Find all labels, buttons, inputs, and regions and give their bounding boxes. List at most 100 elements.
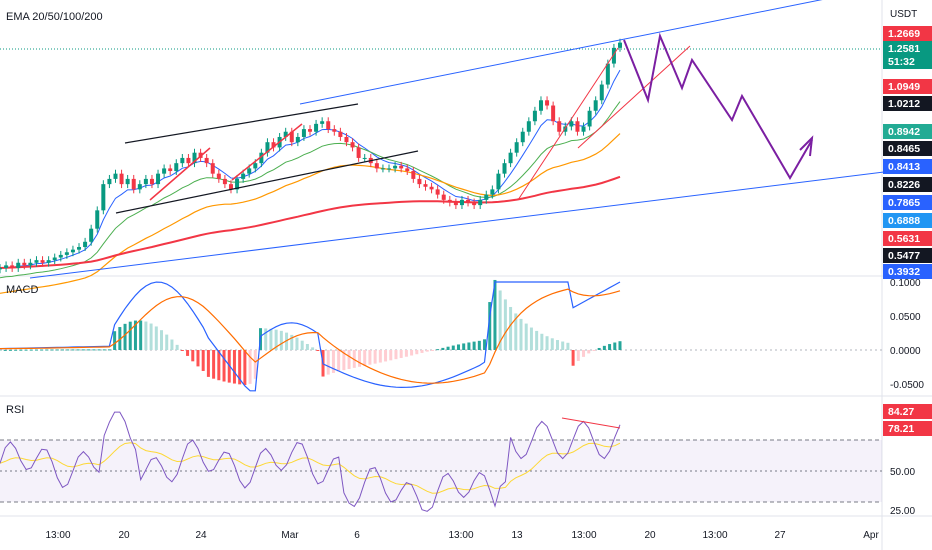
candle xyxy=(599,80,604,105)
candle xyxy=(125,174,130,189)
candle xyxy=(563,122,568,136)
candle xyxy=(308,125,312,136)
macd-histogram-bar xyxy=(243,350,247,386)
channel-lower-line[interactable] xyxy=(29,165,932,279)
candle xyxy=(399,161,404,173)
candle xyxy=(210,159,215,178)
price-badge: 0.6888 xyxy=(883,213,932,228)
svg-text:0.8942: 0.8942 xyxy=(888,126,920,138)
svg-text:78.21: 78.21 xyxy=(888,423,914,435)
macd-histogram-bar xyxy=(514,313,518,350)
macd-histogram-bar xyxy=(300,340,304,350)
candle xyxy=(314,119,319,136)
time-tick-label: 13:00 xyxy=(448,530,473,541)
macd-histogram-bar xyxy=(264,328,268,350)
candle xyxy=(344,133,349,147)
macd-histogram-bar xyxy=(608,344,612,350)
candle xyxy=(393,161,398,173)
candle xyxy=(423,180,428,191)
macd-histogram-bar xyxy=(40,349,44,351)
macd-histogram-bar xyxy=(238,350,242,385)
macd-histogram-bar xyxy=(19,349,23,351)
price-badge: 0.5631 xyxy=(883,231,932,246)
macd-histogram-bar xyxy=(592,350,596,351)
macd-histogram-bar xyxy=(102,349,106,351)
candle xyxy=(204,154,209,168)
time-tick-label: 13:00 xyxy=(571,530,596,541)
macd-histogram-bar xyxy=(201,350,205,371)
flag-lower-line[interactable] xyxy=(115,150,419,214)
macd-histogram-bar xyxy=(326,350,330,375)
svg-text:0.7865: 0.7865 xyxy=(888,197,920,209)
flag-upper-line[interactable] xyxy=(124,103,359,144)
macd-histogram-bar xyxy=(71,349,75,351)
price-badge: 0.8226 xyxy=(883,177,932,192)
candle xyxy=(186,154,191,168)
drawings[interactable] xyxy=(29,0,932,279)
macd-histogram-bar xyxy=(488,302,492,350)
ema200-line xyxy=(0,175,621,269)
trendline-red-1[interactable] xyxy=(149,147,211,201)
candle xyxy=(387,164,392,173)
svg-text:1.2581: 1.2581 xyxy=(888,43,920,55)
candle xyxy=(472,198,477,210)
macd-histogram-bar xyxy=(498,290,502,350)
ema-lines xyxy=(0,69,621,294)
candle xyxy=(228,180,233,194)
macd-tick-label: 0.1000 xyxy=(890,278,921,289)
svg-text:0.5477: 0.5477 xyxy=(888,250,920,262)
ema20-line xyxy=(0,69,621,269)
macd-histogram-bar xyxy=(436,349,440,351)
macd-histogram-bar xyxy=(597,347,601,350)
macd-histogram-bar xyxy=(550,338,554,350)
macd-histogram-bar xyxy=(269,328,273,350)
price-badge: 0.5477 xyxy=(883,248,932,263)
candle xyxy=(192,148,197,168)
macd-histogram-bar xyxy=(415,350,419,355)
candle xyxy=(496,169,501,194)
candle xyxy=(538,96,543,115)
candle xyxy=(46,256,51,267)
trendline-red-4[interactable] xyxy=(577,45,691,149)
macd-histogram-bar xyxy=(420,350,424,353)
candle xyxy=(417,174,422,189)
macd-histogram-bar xyxy=(180,350,184,351)
macd-histogram-bar xyxy=(483,339,487,350)
price-badge: 51:32 xyxy=(883,54,932,69)
macd-histogram-bar xyxy=(76,349,80,351)
macd-histogram-bar xyxy=(347,350,351,369)
macd-histogram-bar xyxy=(561,341,565,350)
candle xyxy=(216,169,221,183)
candle xyxy=(362,154,367,162)
macd-axis-ticks: 0.1000 0.0500 0.0000 -0.0500 xyxy=(890,278,924,391)
candle xyxy=(405,164,410,175)
projection-path[interactable] xyxy=(623,32,813,180)
candle xyxy=(22,258,27,270)
trendline-red-3[interactable] xyxy=(517,47,619,201)
macd-histogram-bar xyxy=(295,337,299,350)
trendline-red-2[interactable] xyxy=(231,123,303,181)
macd-signal-line xyxy=(0,288,621,384)
macd-histogram-bar xyxy=(144,321,148,350)
svg-text:51:32: 51:32 xyxy=(888,56,915,68)
candle xyxy=(478,195,483,210)
candle xyxy=(289,127,294,147)
rsi-divergence-line[interactable] xyxy=(561,417,621,429)
candle xyxy=(107,174,112,189)
channel-upper-line[interactable] xyxy=(299,0,840,105)
macd-histogram-bar xyxy=(311,347,315,350)
candle xyxy=(441,190,446,204)
macd-histogram-bar xyxy=(602,345,606,350)
macd-histogram-bar xyxy=(154,326,158,350)
macd-histogram-bar xyxy=(248,350,252,384)
macd-histogram-bar xyxy=(425,350,429,352)
candle xyxy=(611,43,616,68)
candle xyxy=(593,96,598,115)
candle xyxy=(551,101,556,126)
candle xyxy=(490,185,495,199)
macd-histogram-bar xyxy=(587,350,591,354)
time-tick-label: 24 xyxy=(195,530,207,541)
candle xyxy=(435,185,440,199)
